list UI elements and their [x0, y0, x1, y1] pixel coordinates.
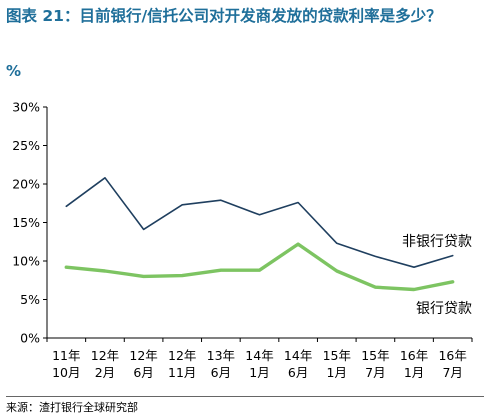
x-tick-label: 16年 [400, 348, 428, 363]
x-axis: 11年 10月 12年 2月 12年 6月 12年 11月 13年 6月 14年 1月 14年 6月 15年… [46, 337, 473, 380]
y-tick-label: 15% [12, 215, 40, 230]
y-tick-label: 10% [12, 254, 40, 269]
series-label-bank: 银行贷款 [416, 301, 472, 317]
unit-label: % [6, 62, 22, 80]
y-tick-label: 5% [20, 292, 40, 307]
source-note: 来源：渣打银行全球研究部 [6, 401, 138, 414]
x-tick-label: 16年 [438, 348, 466, 363]
x-tick-label: 7月 [365, 365, 385, 380]
x-tick-label: 11月 [168, 365, 196, 380]
x-tick-label: 1月 [249, 365, 269, 380]
x-tick-label: 6月 [211, 365, 231, 380]
y-tick-label: 30% [12, 100, 40, 115]
x-tick-label: 7月 [442, 365, 462, 380]
chart-title: 图表 21：目前银行/信托公司对开发商发放的贷款利率是多少？ [6, 7, 442, 25]
x-tick-label: 11年 [52, 348, 80, 363]
x-tick-label: 15年 [361, 348, 389, 363]
y-tick-label: 25% [12, 138, 40, 153]
y-tick-label: 20% [12, 177, 40, 192]
series-label-nonbank: 非银行贷款 [402, 234, 472, 250]
x-tick-label: 14年 [245, 348, 273, 363]
x-tick-label: 12年 [91, 348, 119, 363]
series-line-bank [64, 242, 455, 292]
x-tick-label: 6月 [288, 365, 308, 380]
x-tick-label: 12年 [129, 348, 157, 363]
source-divider [6, 396, 484, 397]
x-tick-label: 10月 [52, 365, 80, 380]
series-lines [64, 177, 455, 292]
x-tick-label: 2月 [95, 365, 115, 380]
y-axis: 0% 5% 10% 15% 20% 25% 30% [12, 100, 48, 346]
x-tick-label: 1月 [404, 365, 424, 380]
x-tick-label: 13年 [207, 348, 235, 363]
x-tick-label: 1月 [327, 365, 347, 380]
y-tick-label: 0% [20, 331, 40, 346]
x-tick-label: 12年 [168, 348, 196, 363]
x-tick-label: 15年 [323, 348, 351, 363]
x-tick-label: 14年 [284, 348, 312, 363]
x-tick-label: 6月 [133, 365, 153, 380]
series-line-nonbank [65, 177, 454, 269]
